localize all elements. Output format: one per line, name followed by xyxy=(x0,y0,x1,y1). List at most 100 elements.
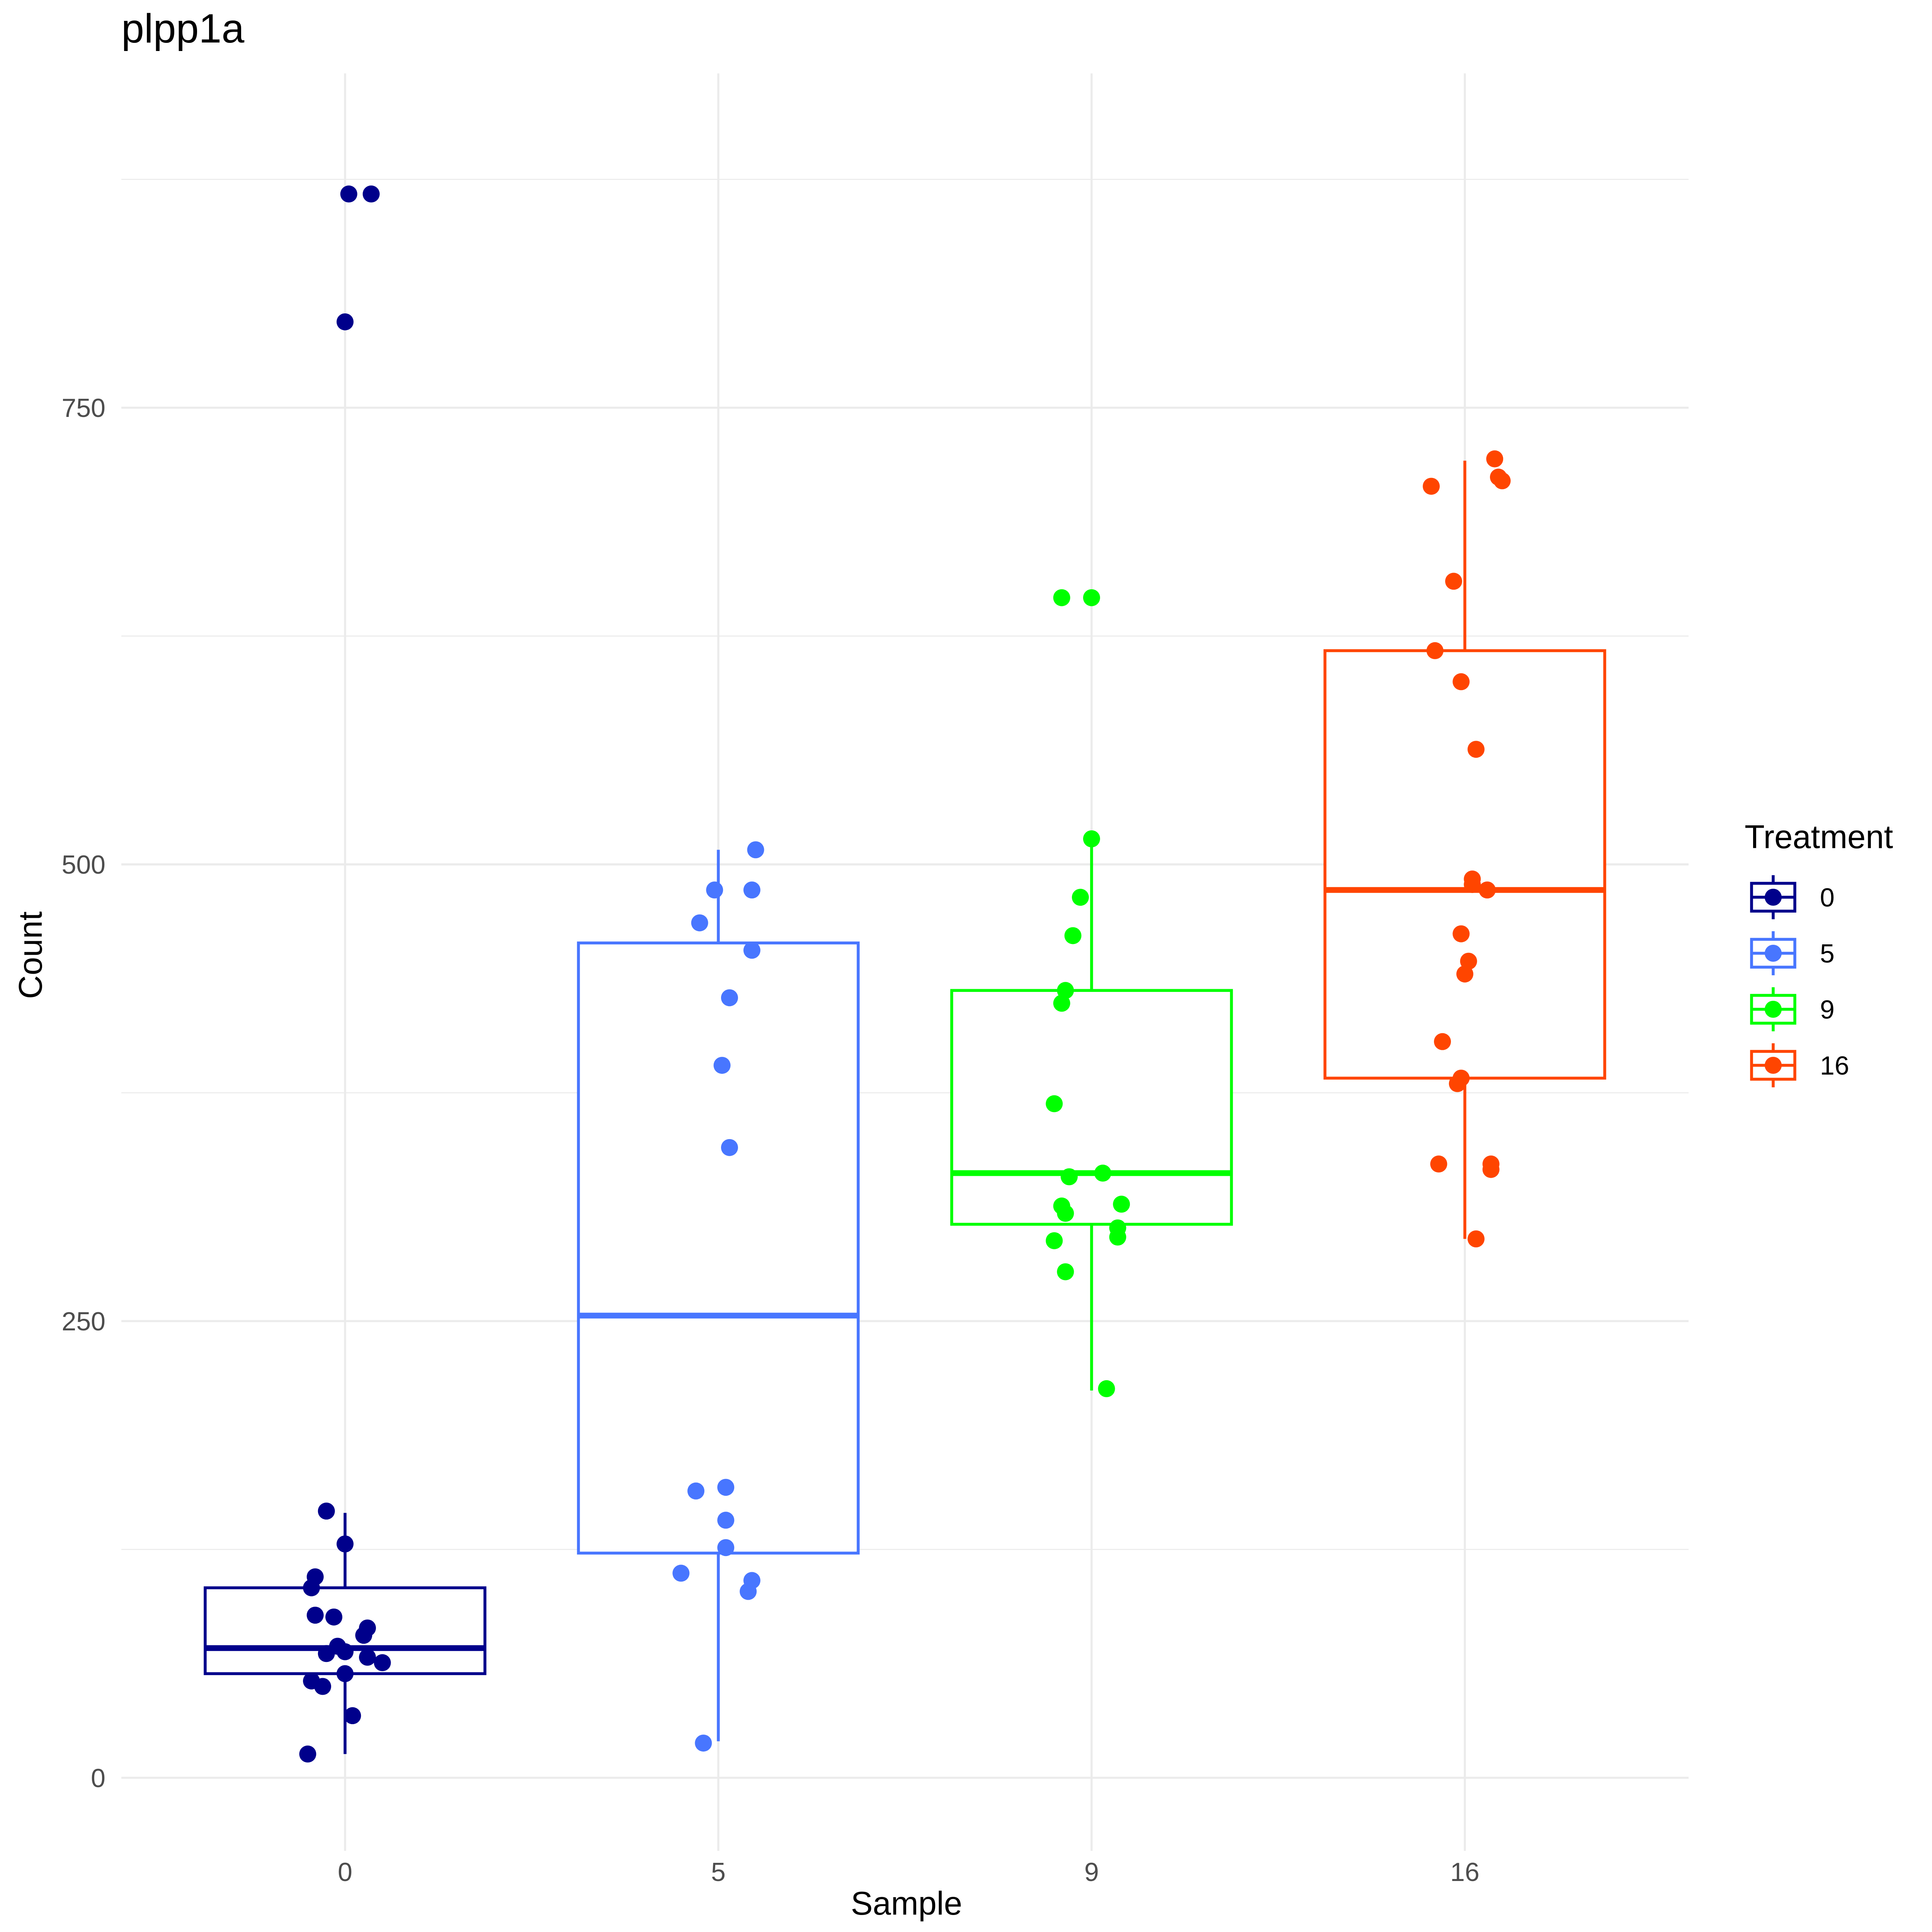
x-tick-label: 16 xyxy=(1450,1857,1480,1887)
data-point xyxy=(1452,673,1470,690)
x-tick-label: 0 xyxy=(338,1857,352,1887)
data-point xyxy=(687,1482,705,1500)
data-point xyxy=(1057,1263,1074,1281)
legend-label: 16 xyxy=(1820,1051,1849,1080)
data-point xyxy=(721,989,738,1007)
data-point xyxy=(337,313,354,330)
data-point xyxy=(337,1643,354,1660)
data-point xyxy=(1057,982,1074,999)
legend-key-0: 0 xyxy=(1750,875,1835,919)
boxes-layer xyxy=(204,461,1606,1754)
box-body xyxy=(950,989,1233,1226)
data-point xyxy=(1445,573,1463,590)
box-16 xyxy=(1323,461,1606,1239)
data-point xyxy=(359,1648,376,1666)
data-point xyxy=(1478,881,1496,899)
data-point xyxy=(1467,1230,1485,1248)
legend: Treatment 0 5 9 16 xyxy=(1745,819,1893,1087)
data-point xyxy=(362,185,380,203)
legend-label: 5 xyxy=(1820,939,1835,968)
data-point xyxy=(1046,1232,1063,1249)
legend-label: 9 xyxy=(1820,995,1835,1024)
data-point xyxy=(355,1627,372,1644)
data-point xyxy=(717,1512,735,1529)
y-tick-label: 500 xyxy=(62,850,105,879)
box-body xyxy=(1323,649,1606,1080)
data-point xyxy=(1456,965,1473,983)
data-point xyxy=(314,1678,332,1695)
data-point xyxy=(303,1579,320,1597)
data-point xyxy=(1053,995,1070,1012)
points-layer xyxy=(299,185,1511,1763)
data-point xyxy=(337,1535,354,1553)
y-axis-ticks: 0 250 500 750 xyxy=(62,393,105,1793)
data-point xyxy=(1449,1075,1466,1092)
data-point xyxy=(1053,589,1070,606)
y-tick-label: 250 xyxy=(62,1307,105,1336)
data-point xyxy=(695,1735,712,1752)
data-point xyxy=(1072,889,1089,906)
legend-keys: 0 5 9 16 xyxy=(1750,875,1849,1087)
data-point xyxy=(1098,1380,1115,1397)
data-point xyxy=(1064,927,1082,944)
data-point xyxy=(706,881,723,899)
box-body xyxy=(577,941,860,1555)
data-point xyxy=(344,1707,361,1725)
legend-key-point xyxy=(1765,889,1782,906)
legend-key-point xyxy=(1765,945,1782,962)
data-point xyxy=(1061,1168,1078,1185)
data-point xyxy=(747,841,764,859)
data-point xyxy=(1460,952,1477,970)
x-tick-label: 9 xyxy=(1084,1857,1099,1887)
data-point xyxy=(299,1745,316,1763)
data-point xyxy=(1430,1155,1447,1173)
legend-key-point xyxy=(1765,1057,1782,1074)
data-point xyxy=(743,942,760,959)
y-tick-label: 750 xyxy=(62,393,105,423)
data-point xyxy=(374,1654,391,1672)
data-point xyxy=(721,1139,738,1156)
data-point xyxy=(713,1057,731,1074)
legend-key-point xyxy=(1765,1001,1782,1018)
chart-title: plpp1a xyxy=(121,6,244,51)
data-point xyxy=(743,881,760,899)
y-axis-title: Count xyxy=(12,912,49,999)
data-point xyxy=(1493,472,1511,490)
legend-key-16: 16 xyxy=(1750,1043,1849,1087)
x-axis-ticks: 0 5 9 16 xyxy=(338,1857,1480,1887)
data-point xyxy=(1083,830,1100,847)
data-point xyxy=(1464,876,1481,893)
data-point xyxy=(1486,450,1503,468)
data-point xyxy=(1109,1228,1126,1246)
x-axis-title: Sample xyxy=(851,1885,962,1922)
data-point xyxy=(1482,1161,1500,1178)
data-point xyxy=(337,1665,354,1682)
data-point xyxy=(318,1502,335,1520)
data-point xyxy=(1467,741,1485,758)
box-body xyxy=(204,1586,486,1675)
data-point xyxy=(1423,478,1440,495)
data-point xyxy=(1452,925,1470,942)
data-point xyxy=(1113,1196,1130,1213)
data-point xyxy=(691,914,708,932)
data-point xyxy=(1057,1205,1074,1222)
legend-key-9: 9 xyxy=(1750,987,1835,1031)
legend-key-5: 5 xyxy=(1750,931,1835,975)
data-point xyxy=(1083,589,1100,606)
legend-title: Treatment xyxy=(1745,819,1893,855)
data-point xyxy=(740,1583,757,1600)
data-point xyxy=(1426,642,1444,659)
data-point xyxy=(1094,1165,1111,1182)
y-tick-label: 0 xyxy=(91,1764,105,1793)
data-point xyxy=(672,1565,690,1582)
data-point xyxy=(717,1539,735,1556)
box-9 xyxy=(950,840,1233,1391)
data-point xyxy=(325,1608,343,1626)
data-point xyxy=(1046,1095,1063,1112)
data-point xyxy=(717,1479,735,1496)
x-tick-label: 5 xyxy=(711,1857,726,1887)
legend-label: 0 xyxy=(1820,883,1835,912)
data-point xyxy=(318,1645,335,1662)
data-point xyxy=(306,1607,324,1624)
